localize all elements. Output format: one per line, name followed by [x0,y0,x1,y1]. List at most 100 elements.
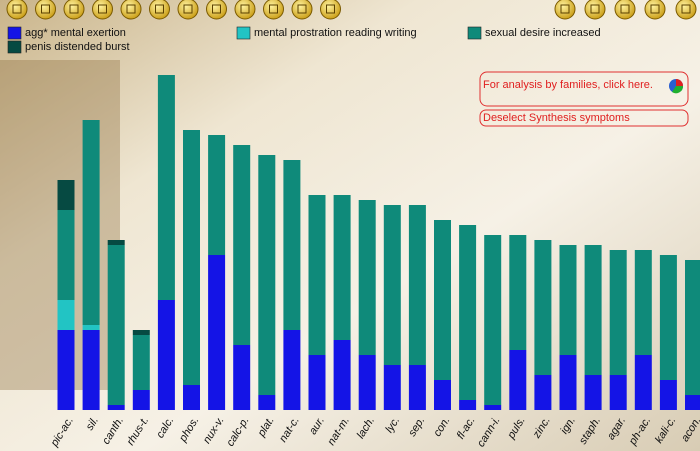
deselect-button[interactable]: Deselect Synthesis symptoms [479,109,689,127]
bar-segment [107,240,125,245]
bar-segment [459,225,477,400]
bar-segment [183,385,200,410]
toolbar-icon[interactable] [291,0,313,20]
bar-segment [358,355,376,410]
bar-segment [132,330,150,335]
bar-segment [107,405,125,410]
bar-segment [685,260,700,395]
toolbar-icon-glyph[interactable] [681,4,691,14]
toolbar-icon-glyph[interactable] [69,4,79,14]
bar-segment [559,245,577,355]
bar-segment [634,250,652,355]
bars: pic-ac. sil. canth.rhus-t. calc. phos. nux-v.… [48,75,700,449]
legend-label: penis distended burst [25,41,130,53]
legend-swatch [467,26,482,40]
legend-label: mental prostration reading writing [254,27,417,39]
bar-segment [183,130,200,385]
bar-segment [659,380,677,410]
toolbar-icon-glyph[interactable] [12,4,22,14]
legend-swatch [236,26,251,40]
toolbar-icon[interactable] [177,0,199,20]
bar-segment [82,325,100,330]
pie-icon-slice[interactable] [676,79,683,86]
toolbar-icon[interactable] [35,0,56,20]
toolbar-icon[interactable] [63,0,85,20]
bar-segment [534,240,552,375]
bar-segment [509,235,527,350]
bar-segment [408,205,426,365]
toolbar-icon-glyph[interactable] [620,4,630,14]
bar-segment [57,330,75,410]
bar-segment [484,235,502,405]
toolbar-icon[interactable] [120,0,142,20]
toolbar-icon[interactable] [554,0,576,20]
button-label[interactable]: Deselect Synthesis symptoms [483,112,630,124]
toolbar-icon[interactable] [6,0,28,20]
toolbar-icon-glyph[interactable] [212,4,221,14]
bar-segment [308,195,326,355]
pie-icon-slice[interactable] [672,86,684,94]
toolbar-icon-glyph[interactable] [650,4,660,14]
bar-segment [208,255,226,410]
bar-segment [57,210,75,300]
bar-segment [82,120,100,325]
bar-segment [685,395,700,410]
bar-segment [383,365,401,410]
bar-segment [233,345,251,410]
bar-segment [634,355,652,410]
bar-segment [308,355,326,410]
toolbar-icon-glyph[interactable] [155,4,164,14]
bar-segment [132,390,150,410]
bar-segment [408,365,426,410]
bar-segment [559,355,577,410]
bar-segment [459,400,477,410]
toolbar [6,0,697,20]
toolbar-icon-glyph[interactable] [183,4,193,14]
legend-label: agg* mental exertion [25,27,126,39]
legend-label: sexual desire increased [485,27,601,39]
bar-segment [584,375,602,410]
bar-segment [333,195,351,340]
toolbar-icon[interactable] [320,0,341,20]
bar-segment [233,145,251,345]
button-frame[interactable] [479,109,689,127]
toolbar-icon[interactable] [584,0,606,20]
bar-segment [283,160,301,330]
toolbar-icon[interactable] [234,0,256,20]
button-label[interactable]: For analysis by families, click here. [483,79,653,91]
toolbar-icon[interactable] [614,0,636,20]
bar-segment [383,205,401,365]
toolbar-icon-glyph[interactable] [326,4,335,14]
bar-segment [157,300,175,410]
toolbar-icon[interactable] [149,0,170,20]
toolbar-icon-glyph[interactable] [98,4,107,14]
toolbar-icon[interactable] [675,0,697,20]
bar-segment [333,340,351,410]
bar-segment [107,245,125,405]
toolbar-icon-glyph[interactable] [240,4,250,14]
bar-segment [157,75,175,300]
toolbar-icon-glyph[interactable] [126,4,136,14]
bar-segment [57,180,75,210]
toolbar-icon[interactable] [263,0,284,20]
bar-segment [283,330,301,410]
toolbar-icon[interactable] [644,0,666,20]
bar-segment [609,250,627,375]
button-frame[interactable] [479,71,689,107]
bar-segment [82,330,100,410]
bar-segment [258,155,276,395]
families-button[interactable]: For analysis by families, click here. [479,71,689,107]
toolbar-icon-glyph[interactable] [297,4,307,14]
bar-segment [208,135,226,255]
toolbar-icon[interactable] [92,0,113,20]
toolbar-icon-glyph[interactable] [41,4,50,14]
toolbar-icon[interactable] [206,0,227,20]
bar-segment [358,200,376,355]
toolbar-icon-glyph[interactable] [590,4,600,14]
bar-segment [584,245,602,375]
toolbar-icon-glyph[interactable] [269,4,278,14]
toolbar-icon-glyph[interactable] [560,4,570,14]
bar-segment [659,255,677,380]
